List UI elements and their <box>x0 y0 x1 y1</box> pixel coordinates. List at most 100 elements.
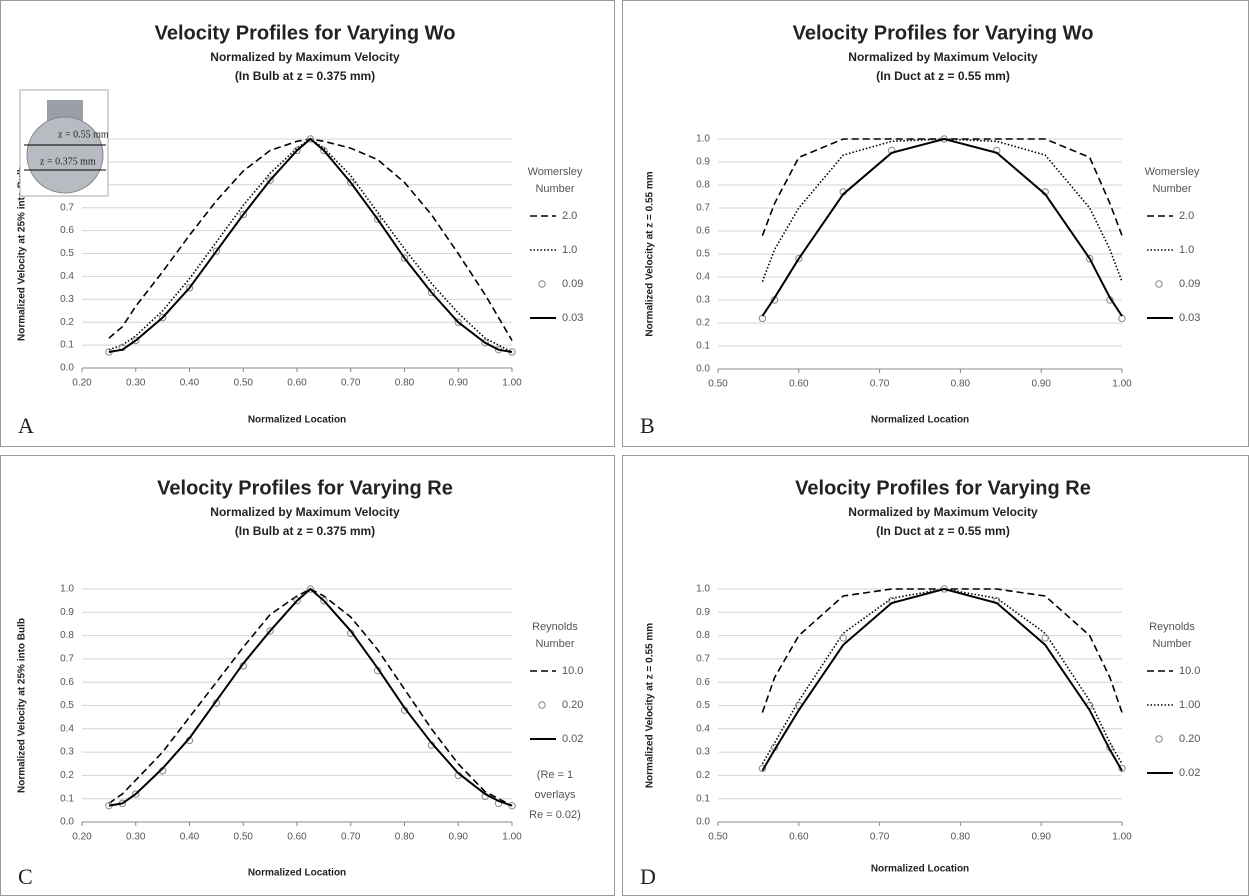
chart-title: Velocity Profiles for Varying Wo <box>155 22 456 44</box>
y-tick-label: 0.9 <box>696 607 710 618</box>
y-tick-label: 0.2 <box>696 318 710 329</box>
legend-label: 0.03 <box>1179 312 1200 324</box>
panel-letter: D <box>640 864 656 889</box>
x-tick-label: 1.00 <box>502 378 522 389</box>
y-tick-label: 0.5 <box>696 700 710 711</box>
legend-title: Number <box>1152 638 1191 650</box>
x-axis-label: Normalized Location <box>871 415 969 426</box>
legend-title: Womersley <box>1145 166 1200 178</box>
chart-subtitle: Normalized by Maximum Velocity <box>210 50 400 64</box>
y-tick-label: 0.7 <box>696 203 710 214</box>
y-tick-label: 0.8 <box>60 630 74 641</box>
y-tick-label: 0.4 <box>696 272 710 283</box>
legend-title: Womersley <box>528 166 583 178</box>
chart-subtitle: Normalized by Maximum Velocity <box>210 505 400 519</box>
legend-label: 0.03 <box>562 312 583 324</box>
chart-subtitle: (In Duct at z = 0.55 mm) <box>876 524 1010 538</box>
y-tick-label: 0.5 <box>696 249 710 260</box>
legend-title: Number <box>1152 183 1191 195</box>
y-axis-label: Normalized Velocity at z = 0.55 mm <box>645 171 656 336</box>
y-tick-label: 1.0 <box>696 134 710 145</box>
y-tick-label: 0.7 <box>60 202 74 213</box>
legend-label: 0.20 <box>562 699 583 711</box>
y-tick-label: 0.8 <box>696 630 710 641</box>
y-tick-label: 0.0 <box>60 363 74 374</box>
note: overlays <box>535 789 576 801</box>
x-tick-label: 0.50 <box>234 378 254 389</box>
x-tick-label: 0.70 <box>341 832 361 843</box>
y-tick-label: 0.6 <box>696 226 710 237</box>
chart-title: Velocity Profiles for Varying Wo <box>793 22 1094 44</box>
legend-label: 2.0 <box>1179 210 1194 222</box>
inset-label: z = 0.55 mm <box>58 129 109 140</box>
y-tick-label: 0.3 <box>696 295 710 306</box>
inset-label: z = 0.375 mm <box>40 156 96 167</box>
x-tick-label: 0.20 <box>72 378 92 389</box>
x-tick-label: 0.90 <box>1031 379 1051 390</box>
y-tick-label: 0.5 <box>60 248 74 259</box>
legend-label: 2.0 <box>562 210 577 222</box>
x-tick-label: 0.50 <box>708 832 728 843</box>
y-tick-label: 1.0 <box>696 584 710 595</box>
y-tick-label: 0.0 <box>60 817 74 828</box>
y-tick-label: 0.4 <box>696 723 710 734</box>
legend-label: 10.0 <box>1179 665 1200 677</box>
legend-title: Number <box>535 183 574 195</box>
x-tick-label: 0.30 <box>126 832 146 843</box>
x-tick-label: 0.80 <box>395 378 415 389</box>
legend-label: 0.02 <box>562 733 583 745</box>
x-tick-label: 0.60 <box>287 832 307 843</box>
x-tick-label: 0.60 <box>287 378 307 389</box>
y-tick-label: 0.0 <box>696 364 710 375</box>
panel-c: Velocity Profiles for Varying ReNormaliz… <box>0 455 615 896</box>
y-tick-label: 0.2 <box>696 770 710 781</box>
legend-label: 10.0 <box>562 665 583 677</box>
legend-title: Number <box>535 638 574 650</box>
x-tick-label: 0.30 <box>126 378 146 389</box>
x-tick-label: 0.90 <box>449 378 469 389</box>
note: (Re = 1 <box>537 769 573 781</box>
y-tick-label: 0.7 <box>60 654 74 665</box>
y-tick-label: 0.3 <box>696 747 710 758</box>
x-axis-label: Normalized Location <box>248 415 346 426</box>
y-tick-label: 0.2 <box>60 770 74 781</box>
y-tick-label: 0.3 <box>60 294 74 305</box>
y-tick-label: 0.8 <box>696 180 710 191</box>
x-tick-label: 0.70 <box>341 378 361 389</box>
inset: z = 0.55 mm z = 0.375 mm <box>20 90 109 196</box>
x-tick-label: 0.60 <box>789 832 809 843</box>
y-tick-label: 0.9 <box>60 607 74 618</box>
x-axis-label: Normalized Location <box>248 868 346 879</box>
y-tick-label: 0.1 <box>696 341 710 352</box>
x-axis-label: Normalized Location <box>871 864 969 875</box>
legend-label: 0.02 <box>1179 767 1200 779</box>
x-tick-label: 0.80 <box>951 379 971 390</box>
panel-letter: B <box>640 413 655 438</box>
x-tick-label: 0.90 <box>449 832 469 843</box>
y-axis-label: Normalized Velocity at z = 0.55 mm <box>645 623 656 788</box>
legend-title: Reynolds <box>532 621 578 633</box>
x-tick-label: 0.40 <box>180 832 200 843</box>
x-tick-label: 0.80 <box>951 832 971 843</box>
y-tick-label: 0.6 <box>60 677 74 688</box>
y-tick-label: 0.3 <box>60 747 74 758</box>
chart-subtitle: (In Bulb at z = 0.375 mm) <box>235 524 375 538</box>
chart-subtitle: Normalized by Maximum Velocity <box>848 50 1038 64</box>
x-tick-label: 1.00 <box>502 832 522 843</box>
y-tick-label: 0.1 <box>696 793 710 804</box>
panel-frame <box>623 456 1249 896</box>
y-tick-label: 0.6 <box>60 225 74 236</box>
legend-label: 0.20 <box>1179 733 1200 745</box>
x-tick-label: 0.90 <box>1031 832 1051 843</box>
y-tick-label: 0.7 <box>696 654 710 665</box>
panel-frame <box>1 1 615 447</box>
y-tick-label: 0.1 <box>60 793 74 804</box>
panel-letter: A <box>18 413 34 438</box>
legend-label: 1.0 <box>1179 244 1194 256</box>
x-tick-label: 0.20 <box>72 832 92 843</box>
y-tick-label: 0.2 <box>60 317 74 328</box>
legend-label: 1.00 <box>1179 699 1200 711</box>
legend-label: 0.09 <box>1179 278 1200 290</box>
note: Re = 0.02) <box>529 809 581 821</box>
x-tick-label: 0.50 <box>234 832 254 843</box>
